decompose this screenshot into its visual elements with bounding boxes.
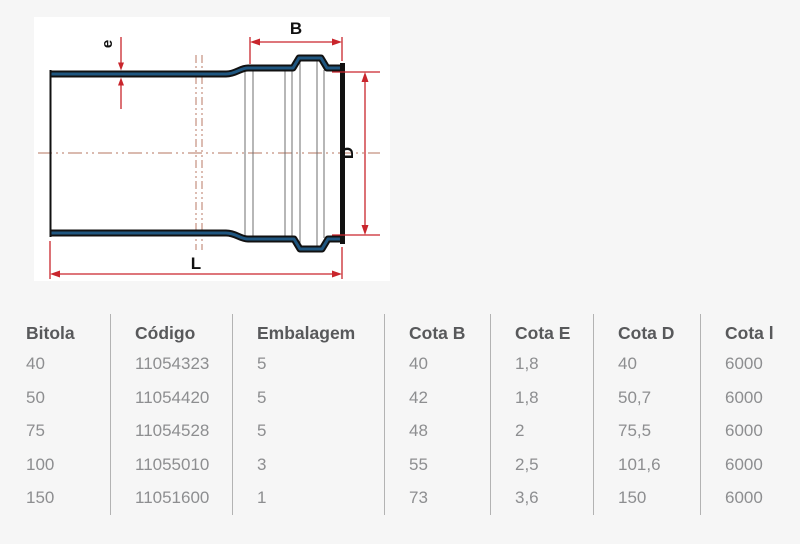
dim-label-b: B: [290, 19, 302, 38]
column-header-codigo: Código: [110, 314, 232, 352]
dimension-l: L: [49, 241, 343, 279]
cell-cota-b: 42: [384, 381, 490, 415]
column-header-cota-b: Cota B: [384, 314, 490, 352]
cell-cota-d: 50,7: [593, 381, 700, 415]
cell-cota-l: 6000: [700, 381, 800, 415]
cell-cota-e: 1,8: [490, 347, 593, 381]
column-header-cota-e: Cota E: [490, 314, 593, 352]
cell-cota-e: 2: [490, 414, 593, 448]
cell-bitola: 40: [26, 354, 45, 374]
cell-codigo: 11054323: [110, 347, 232, 381]
cell-embalagem: 3: [232, 448, 384, 482]
cell-embalagem: 5: [232, 347, 384, 381]
pipe-body: [49, 54, 345, 253]
cell-cota-d: 40: [593, 347, 700, 381]
cell-cota-e: 1,8: [490, 381, 593, 415]
dimension-b: B: [249, 19, 343, 64]
cell-embalagem: 1: [232, 481, 384, 515]
dim-label-l: L: [191, 254, 201, 273]
column-header-cota-l: Cota l: [700, 314, 800, 352]
cell-codigo: 11051600: [110, 481, 232, 515]
cell-embalagem: 5: [232, 414, 384, 448]
cell-cota-l: 6000: [700, 448, 800, 482]
column-header-bitola: Bitola: [26, 322, 75, 343]
pipe-diagram: e B D L: [38, 19, 380, 279]
cell-cota-l: 6000: [700, 481, 800, 515]
dim-label-d: D: [338, 147, 357, 159]
cell-cota-l: 6000: [700, 347, 800, 381]
spec-table: Bitola Código Embalagem Cota B Cota E Co…: [24, 314, 800, 515]
column-header-embalagem: Embalagem: [232, 314, 384, 352]
cell-cota-d: 75,5: [593, 414, 700, 448]
cell-cota-e: 2,5: [490, 448, 593, 482]
break-lines: [195, 55, 203, 250]
cell-cota-l: 6000: [700, 414, 800, 448]
cell-bitola: 75: [26, 421, 45, 441]
cell-cota-d: 150: [593, 481, 700, 515]
dim-label-e: e: [99, 40, 116, 48]
pipe-drawing-panel: e B D L: [34, 17, 390, 281]
cell-codigo: 11055010: [110, 448, 232, 482]
cell-embalagem: 5: [232, 381, 384, 415]
column-header-cota-d: Cota D: [593, 314, 700, 352]
cell-cota-b: 40: [384, 347, 490, 381]
dimension-d: D: [332, 71, 380, 236]
cell-cota-d: 101,6: [593, 448, 700, 482]
cell-codigo: 11054528: [110, 414, 232, 448]
cell-bitola: 150: [26, 488, 55, 508]
cell-cota-e: 3,6: [490, 481, 593, 515]
cell-cota-b: 73: [384, 481, 490, 515]
cell-codigo: 11054420: [110, 381, 232, 415]
socket-detail-lines: [244, 60, 325, 247]
dimension-e: e: [99, 37, 124, 109]
cell-bitola: 50: [26, 387, 45, 407]
cell-cota-b: 48: [384, 414, 490, 448]
cell-cota-b: 55: [384, 448, 490, 482]
cell-bitola: 100: [26, 454, 55, 474]
